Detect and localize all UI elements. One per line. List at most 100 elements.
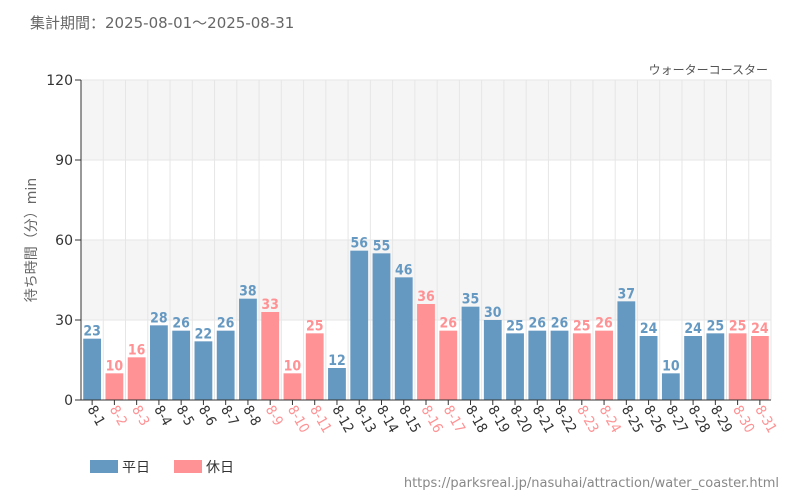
bar-8-26: [639, 336, 658, 400]
legend-swatch-weekday: [90, 460, 118, 473]
bar-8-31: [750, 336, 769, 400]
x-tick-label-8-23: 8-23: [573, 403, 601, 436]
legend: 平日 休日: [90, 460, 234, 476]
data-label-8-1: 23: [83, 324, 101, 340]
data-label-8-12: 12: [328, 353, 346, 369]
bar-8-25: [617, 301, 636, 400]
bar-8-13: [350, 250, 369, 400]
legend-label-weekday: 平日: [122, 460, 150, 476]
bar-8-17: [439, 330, 458, 400]
legend-label-holiday: 休日: [206, 460, 234, 476]
data-label-8-29: 25: [707, 318, 725, 334]
data-label-8-5: 26: [172, 316, 190, 332]
x-tick-label-8-6: 8-6: [195, 403, 219, 429]
bar-8-24: [595, 330, 613, 400]
bar-group: [83, 250, 769, 400]
x-tick-label-8-20: 8-20: [507, 403, 535, 436]
data-label-8-18: 35: [462, 292, 480, 308]
data-label-8-30: 25: [729, 318, 747, 334]
source-url[interactable]: https://parksreal.jp/nasuhai/attraction/…: [404, 476, 779, 491]
legend-swatch-holiday: [174, 460, 202, 473]
bar-8-19: [483, 320, 502, 400]
data-label-8-26: 24: [640, 321, 658, 337]
bar-8-7: [216, 330, 235, 400]
x-tick-label-8-3: 8-3: [128, 403, 152, 429]
data-label-8-3: 16: [128, 342, 146, 358]
x-tick-label-8-11: 8-11: [306, 403, 334, 436]
bar-8-21: [528, 330, 547, 400]
bar-8-5: [172, 330, 191, 400]
data-label-8-17: 26: [439, 316, 457, 332]
x-tick-label-8-17: 8-17: [440, 403, 468, 436]
data-label-8-6: 22: [195, 326, 213, 342]
data-label-8-7: 26: [217, 316, 235, 332]
chart-title: ウォーターコースター: [649, 63, 768, 77]
x-tick-label-8-15: 8-15: [395, 403, 423, 436]
data-label-8-11: 25: [306, 318, 324, 334]
data-label-8-23: 25: [573, 318, 591, 334]
period-label: 集計期間：2025-08-01～2025-08-31: [30, 14, 294, 32]
data-label-8-31: 24: [751, 321, 769, 337]
y-tick-label: 30: [55, 313, 73, 329]
data-label-8-27: 10: [662, 358, 680, 374]
bar-8-18: [461, 306, 480, 400]
x-tick-label-8-31: 8-31: [751, 403, 779, 436]
data-label-8-15: 46: [395, 262, 413, 278]
x-tick-label-8-29: 8-29: [707, 403, 735, 436]
data-label-8-19: 30: [484, 305, 502, 321]
x-tick-label-8-24: 8-24: [596, 403, 624, 436]
x-tick-label-8-4: 8-4: [150, 403, 174, 429]
bar-8-28: [684, 336, 702, 400]
x-tick-label-8-5: 8-5: [173, 403, 197, 429]
bar-8-10: [283, 373, 302, 400]
bar-8-22: [550, 330, 569, 400]
bar-8-14: [372, 253, 391, 400]
x-tick-label-8-10: 8-10: [284, 403, 312, 436]
data-label-8-28: 24: [684, 321, 702, 337]
data-label-8-13: 56: [350, 236, 368, 252]
data-label-8-20: 25: [506, 318, 524, 334]
x-tick-label-8-27: 8-27: [662, 403, 690, 436]
plot-bands: [81, 80, 771, 320]
y-tick-label: 90: [55, 153, 73, 169]
bar-8-30: [728, 333, 747, 400]
x-tick-label-8-16: 8-16: [418, 403, 446, 436]
y-tick-label: 120: [46, 73, 73, 89]
y-tick-label: 0: [64, 393, 73, 409]
bar-8-3: [127, 357, 146, 400]
x-tick-label-8-26: 8-26: [640, 403, 668, 436]
bar-8-8: [239, 298, 257, 400]
bar-8-12: [328, 368, 346, 400]
grid-lines: [80, 79, 772, 401]
bar-8-11: [305, 333, 324, 400]
x-tick-label-8-22: 8-22: [551, 403, 579, 436]
bar-8-20: [506, 333, 524, 400]
data-label-8-21: 26: [529, 316, 547, 332]
x-tick-label-8-28: 8-28: [685, 403, 713, 436]
y-tick-label: 60: [55, 233, 73, 249]
x-tick-label-8-7: 8-7: [217, 403, 241, 429]
bar-8-29: [706, 333, 725, 400]
data-label-8-8: 38: [239, 284, 257, 300]
x-tick-label-8-9: 8-9: [262, 403, 286, 429]
data-label-8-22: 26: [551, 316, 569, 332]
bar-8-16: [417, 304, 435, 400]
x-tick-label-8-8: 8-8: [239, 403, 263, 429]
data-label-8-9: 33: [261, 297, 279, 313]
y-tick-labels: 0 30 60 90 120: [46, 73, 73, 409]
axes: [75, 79, 771, 405]
bar-8-2: [105, 373, 124, 400]
data-label-8-4: 28: [150, 310, 168, 326]
x-tick-label-8-12: 8-12: [329, 403, 357, 436]
x-tick-label-8-30: 8-30: [729, 403, 757, 436]
x-tick-label-8-1: 8-1: [84, 403, 108, 429]
bar-8-1: [83, 338, 102, 400]
data-label-8-25: 37: [618, 286, 636, 302]
x-tick-label-8-19: 8-19: [484, 403, 512, 436]
bar-8-9: [261, 312, 280, 400]
x-tick-label-8-21: 8-21: [529, 403, 557, 436]
bar-8-27: [661, 373, 680, 400]
x-tick-label-8-2: 8-2: [106, 403, 130, 429]
